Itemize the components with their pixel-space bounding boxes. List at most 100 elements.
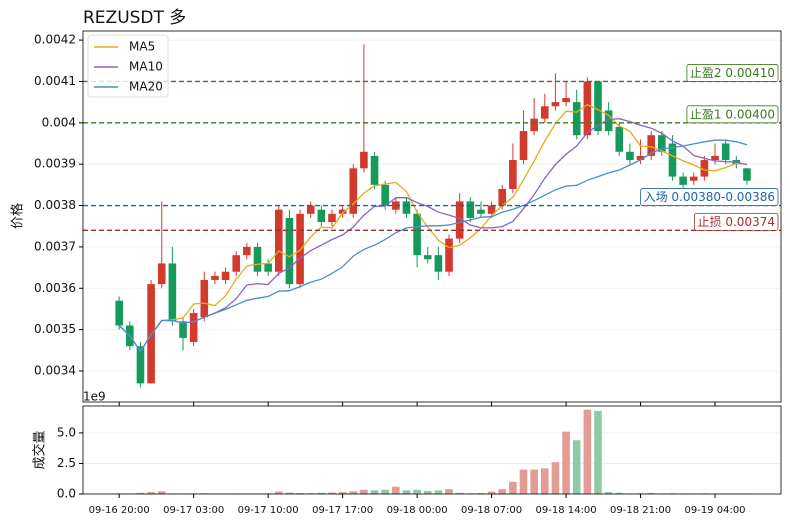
y-tick-label: 0.0035 bbox=[34, 322, 76, 336]
plot-frame bbox=[82, 405, 782, 495]
candle-body bbox=[115, 300, 123, 326]
volume-bar bbox=[604, 492, 613, 494]
level-label-box bbox=[640, 188, 779, 206]
level-label: 入场 0.00380-0.00386 bbox=[644, 190, 775, 204]
candle-body bbox=[455, 201, 464, 239]
legend-label: MA10 bbox=[129, 60, 163, 74]
volume-bar bbox=[647, 493, 655, 494]
volume-bar bbox=[519, 469, 528, 494]
candle-body bbox=[721, 143, 730, 161]
candle-body bbox=[743, 168, 751, 181]
ma-line bbox=[118, 139, 748, 353]
y-tick-label: 0.0 bbox=[57, 487, 76, 501]
volume-bar bbox=[455, 492, 464, 494]
volume-bar bbox=[477, 493, 485, 494]
candle-body bbox=[253, 246, 262, 272]
candle-body bbox=[540, 106, 549, 119]
ma-line bbox=[118, 118, 748, 353]
candle-body bbox=[285, 217, 294, 285]
candle-body bbox=[200, 279, 209, 318]
y-tick-label: 2.5 bbox=[57, 456, 76, 470]
candle-body bbox=[179, 321, 187, 338]
candle-body bbox=[274, 209, 283, 272]
candle-body bbox=[328, 213, 336, 223]
candle-body bbox=[711, 155, 719, 161]
volume-bar bbox=[413, 489, 421, 494]
candle-body bbox=[157, 263, 166, 285]
volume-bar bbox=[392, 486, 400, 494]
level-label: 止损 0.00374 bbox=[698, 215, 775, 229]
candle-body bbox=[615, 126, 624, 152]
y-tick-label: 0.0042 bbox=[34, 33, 76, 47]
ma-line bbox=[118, 103, 748, 353]
volume-bar bbox=[583, 409, 592, 494]
offset-text: 1e9 bbox=[83, 390, 106, 404]
candle-body bbox=[402, 201, 411, 214]
volume-bar bbox=[338, 492, 347, 494]
volume-bar bbox=[370, 490, 379, 494]
volume-bar bbox=[615, 492, 624, 494]
candle-body bbox=[562, 98, 570, 103]
volume-bar bbox=[509, 481, 517, 494]
x-tick-label: 09-18 21:00 bbox=[610, 505, 671, 516]
volume-bar bbox=[434, 490, 443, 494]
volume-bar bbox=[487, 491, 496, 494]
candle-body bbox=[626, 151, 634, 161]
y-tick-label: 0.0039 bbox=[34, 157, 76, 171]
candle-body bbox=[700, 160, 709, 177]
candle-body bbox=[370, 155, 379, 185]
candle-body bbox=[381, 184, 389, 206]
y-tick-label: 0.0038 bbox=[34, 198, 76, 212]
candle-body bbox=[189, 313, 198, 343]
candle-body bbox=[583, 81, 592, 136]
legend-box bbox=[87, 34, 169, 98]
x-tick-label: 09-17 10:00 bbox=[238, 505, 299, 516]
x-tick-label: 09-17 03:00 bbox=[163, 505, 224, 516]
y-axis-label: 价格 bbox=[10, 203, 26, 229]
candle-body bbox=[221, 271, 230, 280]
candle-body bbox=[211, 275, 219, 280]
candle-body bbox=[572, 102, 581, 136]
volume-bar bbox=[317, 492, 326, 494]
candle-body bbox=[349, 168, 358, 214]
volume-bar bbox=[445, 489, 453, 494]
candle-body bbox=[445, 238, 453, 272]
y-tick-label: 0.004 bbox=[42, 115, 76, 129]
candle-body bbox=[594, 81, 602, 132]
candle-body bbox=[306, 205, 315, 214]
volume-bar bbox=[328, 492, 336, 494]
volume-bar bbox=[594, 410, 602, 494]
candle-body bbox=[360, 151, 368, 169]
volume-bar bbox=[381, 489, 389, 494]
volume-bar bbox=[296, 493, 304, 494]
candle-body bbox=[647, 135, 655, 156]
candle-body bbox=[338, 209, 347, 214]
volume-bar bbox=[360, 489, 368, 494]
y-tick-label: 0.0036 bbox=[34, 281, 76, 295]
candle-body bbox=[658, 135, 666, 152]
candle-body bbox=[498, 188, 507, 206]
volume-bar bbox=[274, 491, 283, 494]
x-tick-label: 09-19 04:00 bbox=[684, 505, 745, 516]
candle-body bbox=[264, 263, 272, 272]
candle-body bbox=[477, 209, 485, 214]
legend-label: MA5 bbox=[129, 40, 155, 54]
x-tick-label: 09-18 14:00 bbox=[536, 505, 597, 516]
candle-body bbox=[530, 118, 538, 132]
level-label-box bbox=[686, 64, 779, 82]
x-tick-label: 09-16 20:00 bbox=[89, 505, 150, 516]
level-label-box bbox=[686, 105, 779, 124]
candle-body bbox=[519, 131, 528, 161]
candle-body bbox=[232, 255, 241, 272]
candle-body bbox=[243, 246, 251, 256]
candle-body bbox=[679, 176, 687, 185]
volume-bar bbox=[551, 462, 560, 494]
candle-body bbox=[136, 346, 145, 384]
volume-bar bbox=[540, 468, 549, 494]
candle-body bbox=[604, 110, 613, 132]
candle-body bbox=[168, 263, 177, 322]
volume-axis-label: 成交量 bbox=[32, 430, 48, 469]
volume-bar bbox=[423, 490, 432, 494]
x-tick-label: 09-18 07:00 bbox=[461, 505, 522, 516]
